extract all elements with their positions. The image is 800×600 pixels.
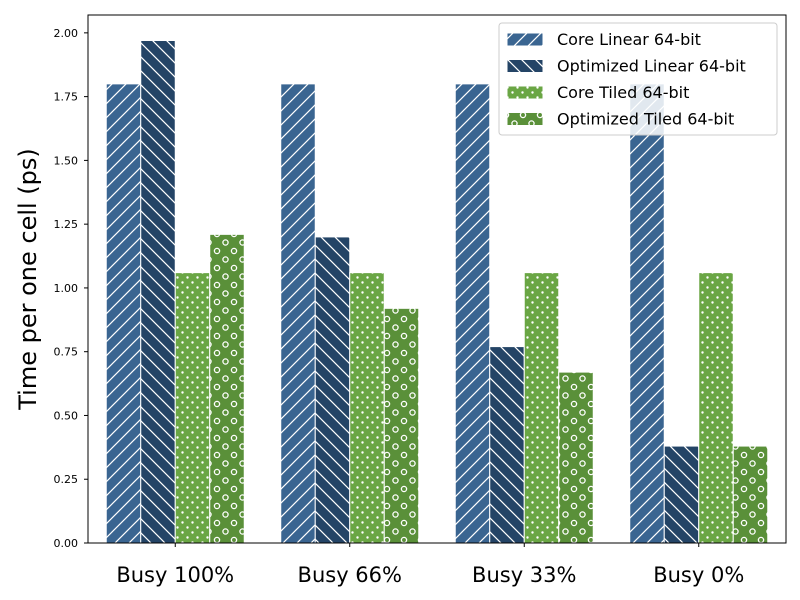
legend-label-1: Optimized Linear 64-bit [557,57,746,76]
bar-s3-c2 [558,371,594,544]
x-tick-label-3: Busy 0% [653,563,744,587]
x-axis: Busy 100% Busy 66% Busy 33% Busy 0% [116,543,744,587]
y-tick-label-3: 0.75 [54,346,79,359]
y-tick-label-0: 0.00 [54,537,79,550]
bar-s0-c3 [629,83,665,544]
legend-swatch-0 [506,32,544,47]
bar-s2-c1 [349,272,385,544]
legend-swatch-3 [506,112,544,126]
legend-frame [498,22,778,136]
y-tick-label-6: 1.50 [54,154,79,167]
x-tick-label-2: Busy 33% [472,563,576,587]
y-tick-label-2: 0.50 [54,409,79,422]
y-tick-label-5: 1.25 [54,218,79,231]
bar-s0-c0 [105,83,142,544]
y-tick-label-7: 1.75 [54,91,79,104]
bar-s0-c2 [454,83,491,544]
bar-s3-c0 [209,233,245,544]
bar-s3-c1 [383,307,420,544]
y-tick-label-4: 1.00 [54,282,79,295]
bar-s2-c0 [174,272,211,544]
bar-s0-c1 [280,83,316,544]
bar-s1-c3 [663,445,700,544]
bar-s2-c3 [698,272,734,544]
bar-s2-c2 [523,272,560,544]
y-tick-label-1: 0.25 [54,473,79,486]
legend-swatch-2 [506,85,544,100]
y-tick-label-8: 2.00 [54,27,79,40]
bar-s1-c1 [314,236,351,544]
legend-label-3: Optimized Tiled 64-bit [557,110,734,129]
bar-s1-c0 [140,40,176,544]
plot-frame [87,14,787,544]
legend-swatch-1 [506,59,544,73]
legend: Core Linear 64-bit Optimized Linear 64-bi… [498,22,778,136]
y-axis-title: Time per one cell (ps) [14,148,42,411]
y-axis: 0.00 0.25 0.50 0.75 1.00 1.25 1.50 1.75 2.00 [54,27,88,550]
bar-s1-c2 [489,346,525,544]
legend-label-0: Core Linear 64-bit [557,30,701,49]
bar-s3-c3 [732,445,769,544]
bars [105,40,769,544]
legend-label-2: Core Tiled 64-bit [557,83,689,102]
x-tick-label-1: Busy 66% [298,563,402,587]
x-tick-label-0: Busy 100% [116,563,234,587]
